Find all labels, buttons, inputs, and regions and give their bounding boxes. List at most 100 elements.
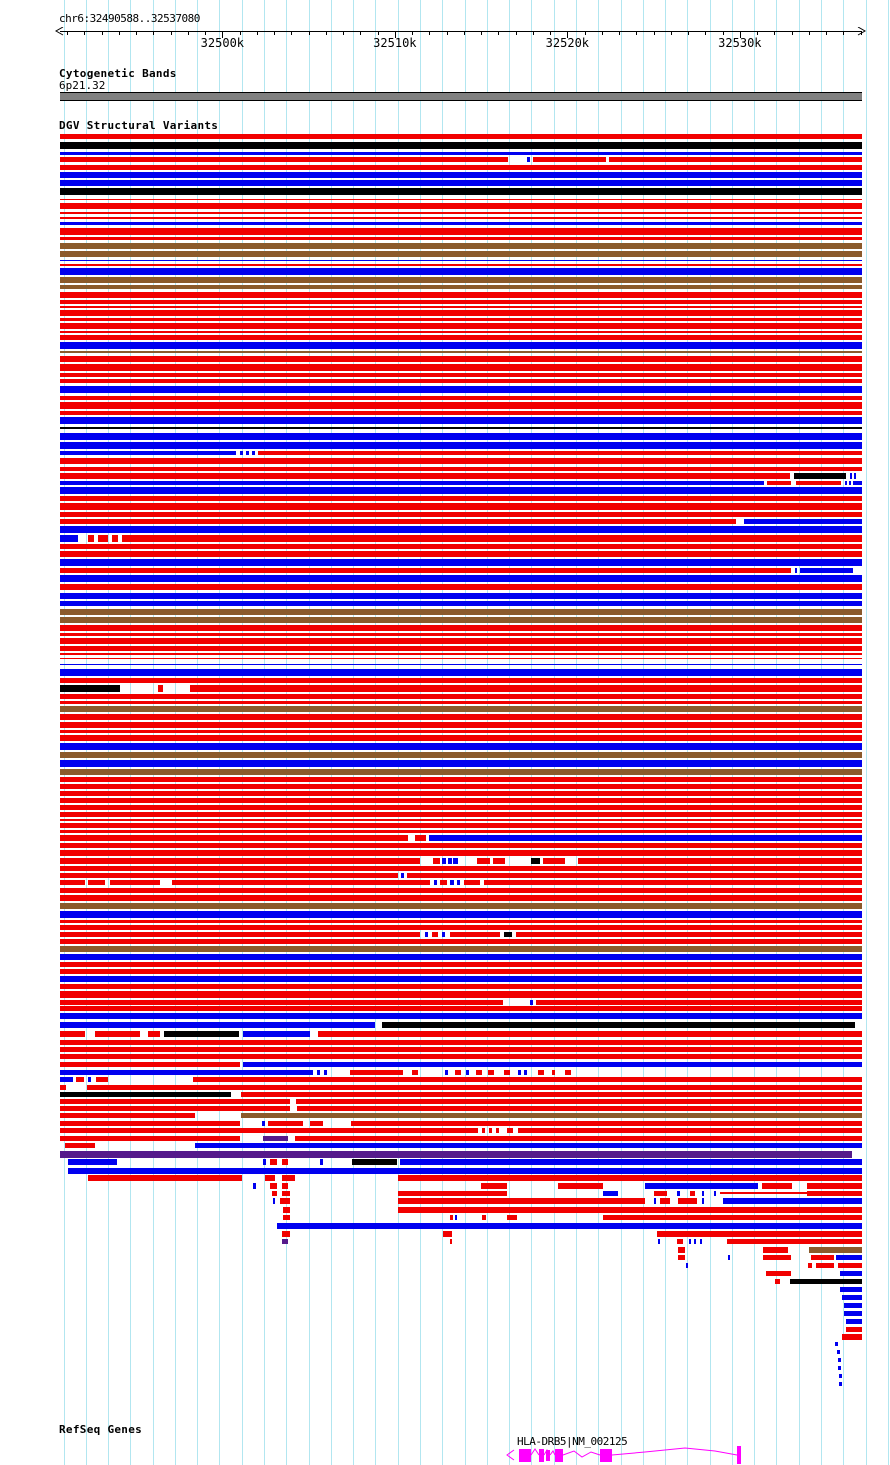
- variant-bar[interactable]: [433, 858, 440, 864]
- variant-bar[interactable]: [686, 1263, 688, 1268]
- variant-bar[interactable]: [504, 1070, 510, 1075]
- variant-bar[interactable]: [450, 1215, 453, 1220]
- variant-bar[interactable]: [60, 519, 736, 524]
- variant-bar[interactable]: [60, 911, 862, 918]
- variant-bar[interactable]: [398, 1175, 862, 1181]
- variant-bar[interactable]: [258, 451, 862, 455]
- variant-bar[interactable]: [60, 752, 862, 758]
- variant-bar[interactable]: [842, 1334, 862, 1340]
- variant-bar[interactable]: [844, 1303, 862, 1308]
- variant-bar[interactable]: [60, 976, 862, 982]
- variant-bar[interactable]: [60, 373, 862, 377]
- variant-bar[interactable]: [60, 895, 862, 901]
- variant-bar[interactable]: [60, 323, 862, 329]
- variant-bar[interactable]: [382, 1022, 855, 1028]
- variant-bar[interactable]: [645, 1183, 758, 1189]
- variant-bar[interactable]: [283, 1207, 290, 1213]
- variant-bar[interactable]: [241, 1092, 862, 1097]
- variant-bar[interactable]: [193, 1077, 862, 1082]
- variant-bar[interactable]: [60, 694, 862, 699]
- variant-bar[interactable]: [425, 932, 428, 937]
- variant-bar[interactable]: [60, 1092, 231, 1097]
- variant-bar[interactable]: [484, 880, 862, 885]
- variant-bar[interactable]: [762, 1183, 792, 1189]
- variant-bar[interactable]: [60, 1013, 862, 1019]
- variant-bar[interactable]: [277, 1223, 862, 1229]
- variant-bar[interactable]: [60, 730, 862, 733]
- gene-exon-box[interactable]: [555, 1449, 563, 1462]
- variant-bar[interactable]: [536, 1000, 862, 1005]
- variant-bar[interactable]: [88, 535, 94, 542]
- variant-bar[interactable]: [60, 830, 862, 833]
- variant-bar[interactable]: [351, 1121, 862, 1126]
- variant-bar[interactable]: [265, 1175, 275, 1181]
- variant-bar[interactable]: [412, 1070, 418, 1075]
- variant-bar[interactable]: [531, 858, 540, 864]
- variant-bar[interactable]: [845, 481, 847, 485]
- variant-bar[interactable]: [702, 1191, 704, 1196]
- variant-bar[interactable]: [440, 880, 447, 885]
- variant-bar[interactable]: [60, 1113, 195, 1118]
- variant-bar[interactable]: [60, 888, 862, 893]
- variant-bar[interactable]: [270, 1159, 277, 1165]
- variant-bar[interactable]: [60, 625, 862, 631]
- variant-bar[interactable]: [60, 342, 862, 349]
- variant-bar[interactable]: [60, 402, 862, 409]
- variant-bar[interactable]: [60, 706, 862, 712]
- variant-bar[interactable]: [60, 172, 862, 178]
- variant-bar[interactable]: [60, 268, 862, 275]
- variant-bar[interactable]: [767, 481, 791, 485]
- variant-bar[interactable]: [429, 835, 862, 841]
- variant-bar[interactable]: [60, 203, 862, 209]
- variant-bar[interactable]: [838, 1366, 841, 1370]
- variant-bar[interactable]: [407, 873, 862, 878]
- variant-bar[interactable]: [60, 512, 862, 517]
- gene-exon-box[interactable]: [546, 1450, 550, 1461]
- variant-bar[interactable]: [807, 1183, 862, 1189]
- variant-bar[interactable]: [727, 1239, 862, 1244]
- variant-bar[interactable]: [658, 1239, 660, 1244]
- variant-bar[interactable]: [794, 473, 846, 479]
- variant-bar[interactable]: [246, 451, 249, 455]
- variant-bar[interactable]: [60, 939, 862, 944]
- variant-bar[interactable]: [60, 222, 862, 225]
- variant-bar[interactable]: [352, 1159, 397, 1165]
- variant-bar[interactable]: [60, 473, 790, 479]
- variant-bar[interactable]: [263, 1136, 288, 1141]
- variant-bar[interactable]: [60, 467, 862, 471]
- variant-bar[interactable]: [524, 1070, 527, 1075]
- variant-bar[interactable]: [60, 1136, 240, 1141]
- variant-bar[interactable]: [775, 1279, 780, 1284]
- variant-bar[interactable]: [60, 300, 862, 304]
- variant-bar[interactable]: [482, 1215, 486, 1220]
- variant-bar[interactable]: [477, 858, 490, 864]
- variant-bar[interactable]: [496, 1128, 499, 1133]
- variant-bar[interactable]: [450, 1239, 452, 1244]
- variant-bar[interactable]: [122, 535, 862, 542]
- variant-bar[interactable]: [808, 1263, 812, 1268]
- variant-bar[interactable]: [455, 1070, 461, 1075]
- variant-bar[interactable]: [60, 427, 862, 429]
- variant-bar[interactable]: [714, 1191, 716, 1196]
- variant-bar[interactable]: [849, 481, 851, 485]
- variant-bar[interactable]: [60, 714, 862, 720]
- variant-bar[interactable]: [60, 217, 862, 219]
- variant-bar[interactable]: [60, 551, 862, 557]
- variant-bar[interactable]: [65, 1143, 95, 1148]
- variant-bar[interactable]: [60, 237, 862, 240]
- variant-bar[interactable]: [87, 1085, 862, 1090]
- variant-bar[interactable]: [60, 1062, 240, 1067]
- variant-bar[interactable]: [60, 411, 862, 415]
- variant-bar[interactable]: [763, 1247, 788, 1253]
- variant-bar[interactable]: [835, 1342, 838, 1346]
- variant-bar[interactable]: [60, 1070, 313, 1075]
- variant-bar[interactable]: [60, 617, 862, 623]
- variant-bar[interactable]: [60, 843, 862, 848]
- variant-bar[interactable]: [60, 1128, 478, 1133]
- variant-bar[interactable]: [60, 433, 862, 440]
- variant-bar[interactable]: [282, 1191, 290, 1196]
- variant-bar[interactable]: [283, 1215, 290, 1220]
- variant-bar[interactable]: [677, 1239, 683, 1244]
- variant-bar[interactable]: [60, 442, 862, 449]
- variant-bar[interactable]: [690, 1191, 695, 1196]
